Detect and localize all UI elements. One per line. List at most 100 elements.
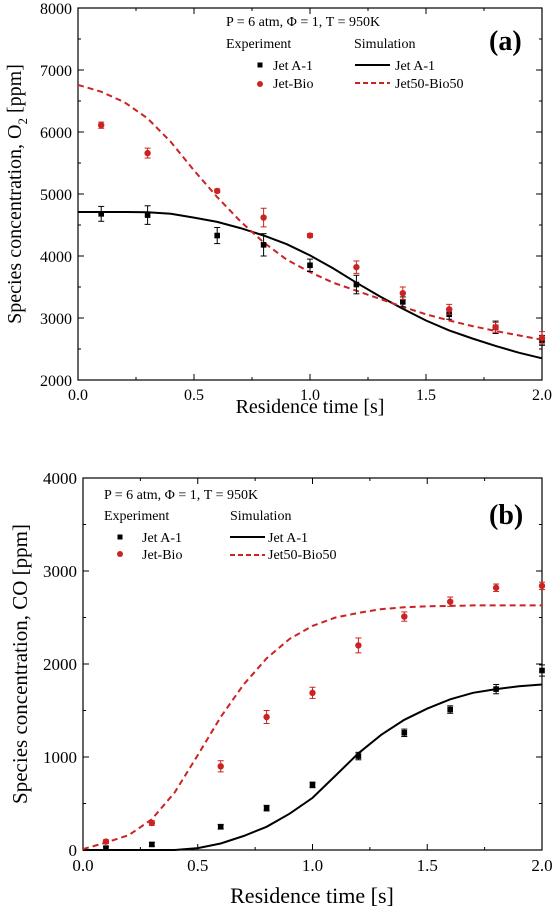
y-axis-label: Species concentration, O2 [ppm]	[4, 64, 30, 324]
data-point-square	[447, 706, 453, 713]
y-tick-label: 0	[69, 841, 78, 860]
data-point-circle	[447, 598, 454, 605]
y-axis-label-main: Species concentration, O	[4, 125, 26, 324]
data-point-square	[539, 667, 545, 674]
circle-marker-icon	[117, 551, 123, 557]
x-tick-label: 1.5	[416, 387, 436, 404]
legend-entry-jet-bio-experiment: Jet-Bio	[257, 77, 313, 92]
data-point-circle	[399, 290, 406, 297]
data-point-circle	[401, 613, 408, 620]
chart-panel-b: 0.0 0.5 1.0 1.5 2.0 0 1000 2000 3000 4000 Reside…	[8, 469, 553, 908]
panel-label: (b)	[489, 500, 523, 531]
legend-label: Jet A-1	[395, 59, 435, 74]
simulation-line-solid	[78, 211, 543, 360]
x-tick-label: 0.0	[72, 856, 93, 875]
panel-label: (a)	[489, 26, 522, 57]
square-marker-icon	[117, 534, 123, 540]
legend-label: Jet A-1	[273, 59, 313, 74]
simulation-line-solid	[83, 683, 543, 851]
legend-label: Jet50-Bio50	[395, 77, 463, 92]
square-marker-icon	[257, 62, 263, 68]
data-point-square	[144, 212, 151, 218]
x-tick-label: 1.5	[417, 856, 438, 875]
data-point-circle	[538, 334, 546, 342]
data-point-circle	[492, 324, 499, 331]
data-point-circle	[144, 149, 151, 157]
data-point-square	[103, 845, 109, 851]
data-point-circle	[102, 838, 110, 845]
data-point-square	[307, 262, 313, 269]
y-tick-label: 5000	[40, 187, 72, 204]
data-point-circle	[353, 263, 360, 271]
data-point-square	[353, 281, 360, 288]
x-tick-label: 1.0	[302, 856, 323, 875]
experiment-points	[98, 121, 546, 346]
conditions-text: P = 6 atm, Φ = 1, T = 950K	[226, 15, 380, 30]
data-point-circle	[148, 819, 156, 827]
x-tick-label: 0.5	[187, 856, 208, 875]
chart-panel-a: 0.0 0.5 1.0 1.5 2.0 2000 3000 4000 5000 6000 7000…	[4, 1, 552, 418]
data-point-circle	[446, 306, 453, 313]
data-point-circle	[98, 121, 105, 129]
legend-entry-jet-bio-experiment: Jet-Bio	[117, 548, 182, 563]
data-point-square	[309, 782, 316, 788]
x-tick-label: 2.0	[532, 387, 552, 404]
legend-entry-jet-a1-experiment: Jet A-1	[117, 531, 182, 546]
legend-simulation-title: Simulation	[230, 509, 291, 524]
y-tick-labels: 2000 3000 4000 5000 6000 7000 8000	[40, 1, 72, 390]
y-axis-label-subscript: 2	[15, 118, 30, 125]
data-point-square	[355, 753, 362, 759]
data-point-circle	[217, 763, 224, 770]
data-point-circle	[306, 232, 314, 239]
y-tick-labels: 0 1000 2000 3000 4000	[43, 469, 77, 860]
circle-marker-icon	[257, 81, 263, 87]
data-point-square	[263, 805, 270, 811]
data-point-square	[400, 299, 406, 305]
x-tick-labels: 0.0 0.5 1.0 1.5 2.0	[72, 856, 552, 875]
simulation-line-dashed	[82, 604, 542, 851]
legend-entry-jet-a1-experiment: Jet A-1	[257, 59, 313, 74]
y-tick-label: 4000	[40, 249, 72, 266]
legend-label: Jet-Bio	[273, 77, 313, 92]
data-point-square	[217, 823, 224, 830]
data-point-square	[401, 730, 408, 736]
tick-marks	[77, 7, 543, 381]
y-tick-label: 3000	[43, 562, 77, 581]
data-point-square	[493, 686, 499, 692]
x-tick-label: 1.0	[300, 387, 320, 404]
data-point-circle	[214, 187, 221, 195]
x-tick-label: 0.5	[184, 387, 204, 404]
data-point-square	[98, 211, 104, 217]
experiment-points	[102, 581, 546, 851]
data-point-square	[260, 242, 267, 248]
data-point-circle	[260, 214, 267, 221]
data-point-circle	[538, 582, 546, 590]
y-tick-label: 1000	[43, 748, 77, 767]
conditions-text: P = 6 atm, Φ = 1, T = 950K	[104, 488, 258, 503]
y-tick-label: 3000	[40, 311, 72, 328]
legend-label: Jet A-1	[142, 531, 182, 546]
x-tick-label: 0.0	[68, 387, 88, 404]
data-point-circle	[492, 584, 500, 591]
x-tick-labels: 0.0 0.5 1.0 1.5 2.0	[68, 387, 552, 404]
data-point-circle	[355, 642, 362, 649]
x-axis-label: Residence time [s]	[230, 883, 394, 908]
legend-entry-jet50-bio50-simulation: Jet50-Bio50	[355, 77, 463, 92]
data-point-square	[149, 841, 155, 848]
y-tick-label: 8000	[40, 1, 72, 18]
y-axis-label-unit: [ppm]	[4, 64, 26, 118]
y-tick-label: 4000	[43, 469, 77, 488]
legend-experiment-title: Experiment	[104, 509, 169, 524]
simulation-line-dashed	[77, 83, 543, 341]
legend-simulation-title: Simulation	[354, 37, 415, 52]
data-point-square	[214, 232, 220, 239]
x-axis-label: Residence time [s]	[236, 396, 385, 418]
legend-label: Jet50-Bio50	[268, 548, 336, 563]
legend-entry-jet-a1-simulation: Jet A-1	[230, 531, 308, 546]
x-tick-label: 2.0	[531, 856, 552, 875]
legend-label: Jet-Bio	[142, 548, 182, 563]
data-point-circle	[263, 713, 270, 721]
data-point-circle	[309, 689, 316, 697]
legend-entry-jet-a1-simulation: Jet A-1	[355, 59, 435, 74]
